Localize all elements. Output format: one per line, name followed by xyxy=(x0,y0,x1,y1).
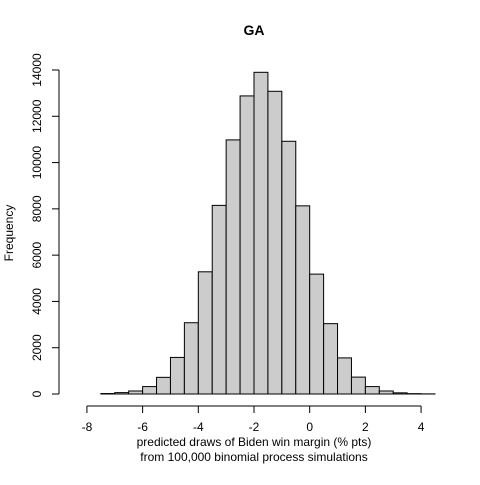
x-tick-label-4: 0 xyxy=(306,420,313,434)
histogram-bar-10 xyxy=(240,96,254,394)
x-tick-label-6: 4 xyxy=(418,420,425,434)
histogram-bar-15 xyxy=(310,274,324,394)
histogram-bar-3 xyxy=(143,387,157,394)
y-tick-label-1: 2000 xyxy=(30,334,44,361)
histogram-bar-9 xyxy=(226,140,240,394)
histogram-bar-7 xyxy=(198,272,212,394)
x-axis-label-line-1: predicted draws of Biden win margin (% p… xyxy=(137,435,372,449)
histogram-bar-16 xyxy=(324,324,338,394)
x-tick-label-0: -8 xyxy=(82,420,93,434)
y-tick-label-2: 4000 xyxy=(30,288,44,315)
y-tick-label-3: 6000 xyxy=(30,241,44,268)
x-tick-label-5: 2 xyxy=(362,420,369,434)
y-tick-label-0: 0 xyxy=(30,390,44,397)
histogram-bar-1 xyxy=(115,393,129,394)
histogram-bar-13 xyxy=(282,141,296,394)
histogram-bar-5 xyxy=(170,357,184,394)
y-tick-label-6: 12000 xyxy=(30,99,44,133)
y-tick-label-7: 14000 xyxy=(30,53,44,87)
histogram-bar-6 xyxy=(184,323,198,394)
histogram-bar-4 xyxy=(157,377,171,394)
histogram-bar-21 xyxy=(393,393,407,394)
x-axis: -8 -6 -4 -2 0 2 4 xyxy=(82,406,425,434)
histogram-bar-14 xyxy=(296,206,310,394)
x-tick-label-1: -6 xyxy=(137,420,148,434)
x-axis-label-line-2: from 100,000 binomial process simulation… xyxy=(140,450,367,464)
histogram-bar-12 xyxy=(268,91,282,394)
x-tick-label-2: -4 xyxy=(193,420,204,434)
histogram-bar-8 xyxy=(212,205,226,394)
histogram-bar-17 xyxy=(338,358,352,394)
chart-title: GA xyxy=(244,22,265,38)
histogram-bar-19 xyxy=(365,387,379,394)
histogram-bar-18 xyxy=(351,377,365,394)
histogram-bar-20 xyxy=(379,391,393,394)
bars-layer xyxy=(101,72,435,394)
y-axis-label: Frequency xyxy=(2,205,16,262)
y-tick-label-5: 10000 xyxy=(30,146,44,180)
histogram-bar-2 xyxy=(129,391,143,394)
y-tick-label-4: 8000 xyxy=(30,195,44,222)
y-axis: 0 2000 4000 6000 8000 10000 12000 14000 xyxy=(30,53,59,397)
histogram-bar-11 xyxy=(254,72,268,394)
x-tick-label-3: -2 xyxy=(249,420,260,434)
